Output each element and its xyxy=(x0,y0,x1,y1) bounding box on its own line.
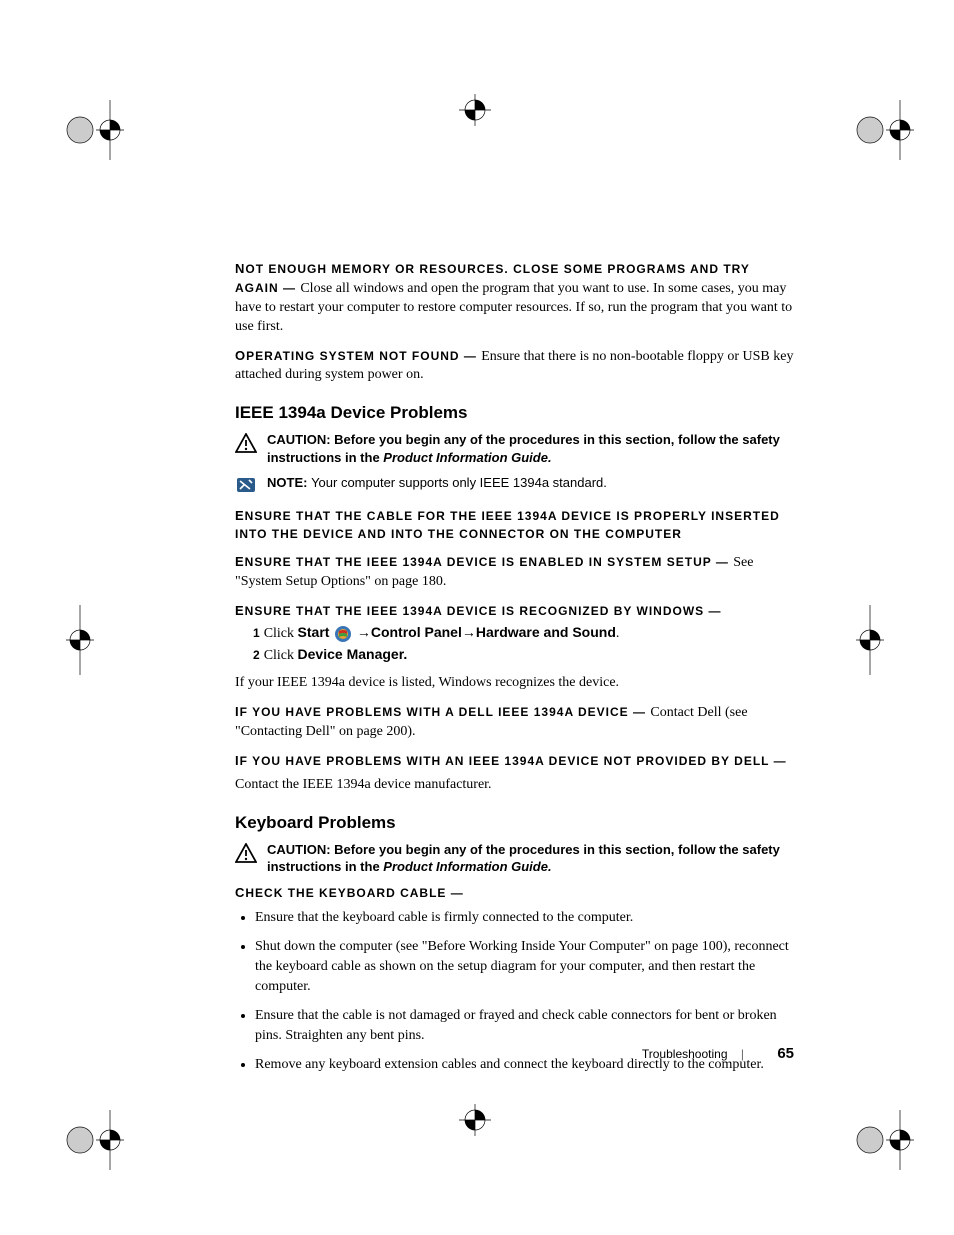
section-ieee1394-title: IEEE 1394a Device Problems xyxy=(235,403,795,423)
body-text: Close all windows and open the program t… xyxy=(235,281,792,334)
registration-mark xyxy=(60,1100,140,1180)
recognized-text: If your IEEE 1394a device is listed, Win… xyxy=(235,674,795,693)
note-text: NOTE: Your computer supports only IEEE 1… xyxy=(267,474,607,492)
caution-text: CAUTION: Before you begin any of the pro… xyxy=(267,841,795,876)
registration-mark xyxy=(850,1100,930,1180)
step-number: 2 xyxy=(253,648,260,662)
list-item: Ensure that the keyboard cable is firmly… xyxy=(255,908,795,928)
caution-icon xyxy=(235,433,257,458)
registration-mark xyxy=(60,90,140,170)
heading-check-keyboard-cable: CHECK THE KEYBOARD CABLE — xyxy=(235,884,795,902)
registration-mark xyxy=(60,600,100,680)
caution-block: CAUTION: Before you begin any of the pro… xyxy=(235,431,795,466)
footer-section-name: Troubleshooting xyxy=(642,1047,728,1061)
footer-separator: | xyxy=(741,1047,744,1061)
step-2: 2Click Device Manager. xyxy=(253,646,795,664)
list-item: Shut down the computer (see "Before Work… xyxy=(255,937,795,996)
heading-recognized-windows: ENSURE THAT THE IEEE 1394A DEVICE IS REC… xyxy=(235,602,795,620)
heading-dell-device-problem: IF YOU HAVE PROBLEMS WITH A DELL IEEE 13… xyxy=(235,703,795,742)
heading-rest: PERATING SYSTEM NOT FOUND — xyxy=(246,349,481,363)
caution-text: CAUTION: Before you begin any of the pro… xyxy=(267,431,795,466)
heading-initial: O xyxy=(235,348,246,363)
page-content: NOT ENOUGH MEMORY OR RESOURCES. CLOSE SO… xyxy=(235,260,795,1085)
caution-label: CAUTION: xyxy=(267,432,334,447)
note-body: Your computer supports only IEEE 1394a s… xyxy=(311,475,607,490)
caution-icon xyxy=(235,843,257,868)
registration-mark xyxy=(455,1100,495,1140)
section-keyboard-title: Keyboard Problems xyxy=(235,813,795,833)
note-icon xyxy=(235,476,257,499)
nondell-body: Contact the IEEE 1394a device manufactur… xyxy=(235,776,795,795)
note-block: NOTE: Your computer supports only IEEE 1… xyxy=(235,474,795,499)
registration-mark xyxy=(850,90,930,170)
caution-italic: Product Information Guide. xyxy=(383,450,551,465)
heading-enabled-setup: ENSURE THAT THE IEEE 1394A DEVICE IS ENA… xyxy=(235,553,795,592)
heading-cable-inserted: ENSURE THAT THE CABLE FOR THE IEEE 1394A… xyxy=(235,507,795,543)
step-number: 1 xyxy=(253,626,260,640)
page-number: 65 xyxy=(777,1045,794,1062)
error-os-not-found: OPERATING SYSTEM NOT FOUND — Ensure that… xyxy=(235,347,795,386)
list-item: Ensure that the cable is not damaged or … xyxy=(255,1006,795,1045)
heading-nondell-device-problem: IF YOU HAVE PROBLEMS WITH AN IEEE 1394A … xyxy=(235,752,795,770)
registration-mark xyxy=(850,600,890,680)
error-not-enough-memory: NOT ENOUGH MEMORY OR RESOURCES. CLOSE SO… xyxy=(235,260,795,337)
windows-start-icon xyxy=(335,626,351,642)
registration-mark xyxy=(455,90,495,130)
note-label: NOTE: xyxy=(267,475,311,490)
page-footer: Troubleshooting | 65 xyxy=(642,1045,794,1062)
heading-initial: N xyxy=(235,261,245,276)
step-1: 1Click Start →Control Panel→Hardware and… xyxy=(253,624,795,642)
caution-block-2: CAUTION: Before you begin any of the pro… xyxy=(235,841,795,876)
